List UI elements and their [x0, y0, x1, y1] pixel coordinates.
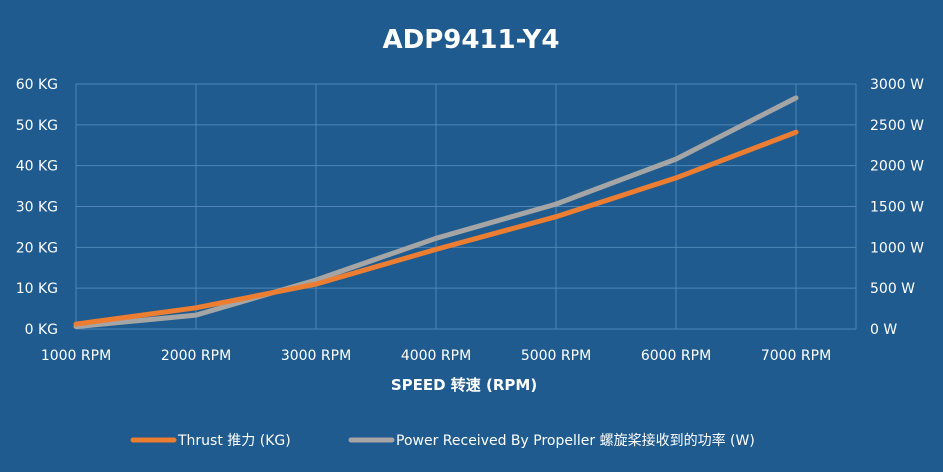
y-right-tick-label: 1500 W: [870, 200, 924, 216]
series-lines: [73, 95, 799, 330]
x-tick-label: 1000 RPM: [41, 348, 111, 364]
y-left-tick-label: 50 KG: [16, 118, 58, 134]
y-left-tick-label: 60 KG: [16, 77, 58, 93]
legend-label: Thrust 推力 (KG): [177, 433, 291, 449]
legend: Thrust 推力 (KG) Power Received By Propelle…: [130, 432, 755, 449]
x-tick-label: 6000 RPM: [641, 348, 711, 364]
x-tick-label: 2000 RPM: [161, 348, 231, 364]
x-axis-ticks: 1000 RPM 2000 RPM 3000 RPM 4000 RPM 5000 RPM…: [41, 348, 831, 364]
y-left-tick-label: 40 KG: [16, 159, 58, 175]
x-tick-label: 3000 RPM: [281, 348, 351, 364]
y-left-tick-label: 20 KG: [16, 240, 58, 256]
y-right-tick-label: 500 W: [870, 281, 915, 297]
series-line-thrust: [73, 129, 799, 327]
chart-title: ADP9411-Y4: [382, 25, 559, 55]
series-line-power: [73, 95, 799, 330]
y-left-tick-label: 10 KG: [16, 281, 58, 297]
y-axis-left-ticks: 0 KG 10 KG 20 KG 30 KG 40 KG 50 KG 60 KG: [16, 77, 58, 338]
y-right-tick-label: 1000 W: [870, 240, 924, 256]
legend-label: Power Received By Propeller 螺旋桨接收到的功率 (W…: [396, 432, 755, 449]
gridlines: [75, 83, 857, 330]
x-tick-label: 4000 RPM: [401, 348, 471, 364]
y-right-tick-label: 3000 W: [870, 77, 924, 93]
y-right-tick-label: 0 W: [870, 322, 897, 338]
y-right-tick-label: 2500 W: [870, 118, 924, 134]
x-axis-label: SPEED 转速 (RPM): [391, 376, 537, 394]
y-axis-right-ticks: 0 W 500 W 1000 W 1500 W 2000 W 2500 W 3000 W: [870, 77, 924, 338]
y-left-tick-label: 30 KG: [16, 200, 58, 216]
y-right-tick-label: 2000 W: [870, 159, 924, 175]
x-tick-label: 7000 RPM: [761, 348, 831, 364]
y-left-tick-label: 0 KG: [25, 322, 58, 338]
x-tick-label: 5000 RPM: [521, 348, 591, 364]
